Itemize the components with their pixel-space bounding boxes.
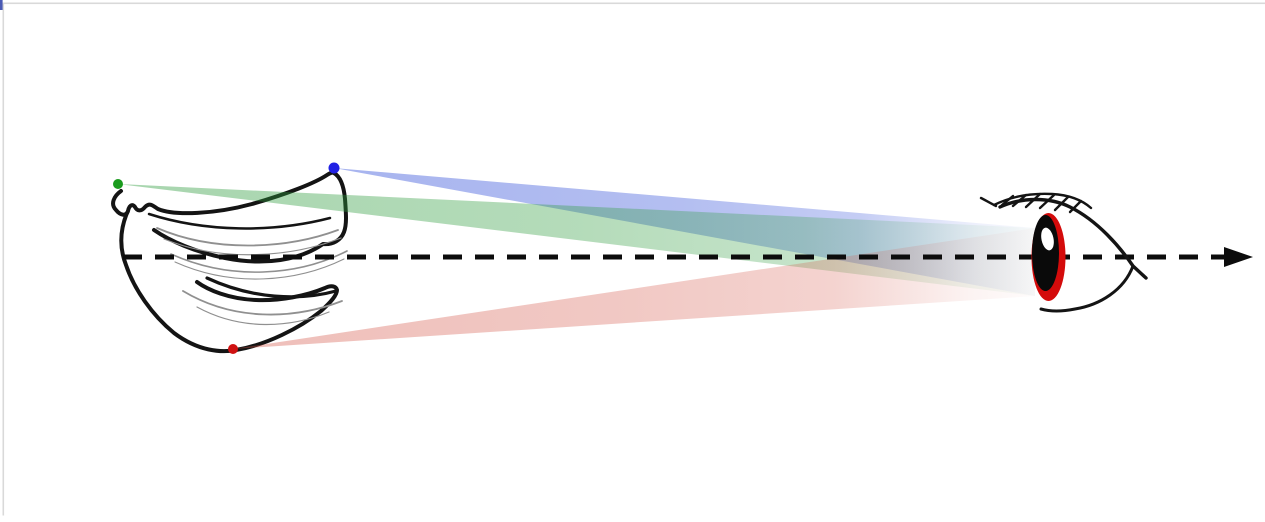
- object-points: [113, 162, 340, 354]
- banana-inner-edge-dark: [147, 212, 332, 230]
- upper-eyelid: [998, 197, 1148, 280]
- axis-arrowhead: [1224, 247, 1253, 267]
- eye-illustration: [979, 192, 1148, 313]
- pupil: [1032, 215, 1059, 291]
- banana-right-edge: [152, 171, 348, 264]
- banana-detail-lines: [156, 227, 348, 326]
- green-point: [113, 179, 123, 189]
- panel-top-border: [3, 2, 1265, 5]
- pupil-highlight-icon: [1041, 227, 1054, 251]
- blue-point: [328, 162, 340, 174]
- banana-inner-accent: [205, 276, 338, 299]
- panel-left-border: [2, 2, 5, 516]
- banana-bottom-outline: [119, 211, 339, 354]
- eyelashes: [979, 192, 1093, 214]
- red-point: [228, 344, 238, 354]
- corner-mark: [0, 0, 3, 10]
- lower-eyelid: [1039, 264, 1135, 313]
- banana-stem-and-top-edge: [111, 170, 336, 217]
